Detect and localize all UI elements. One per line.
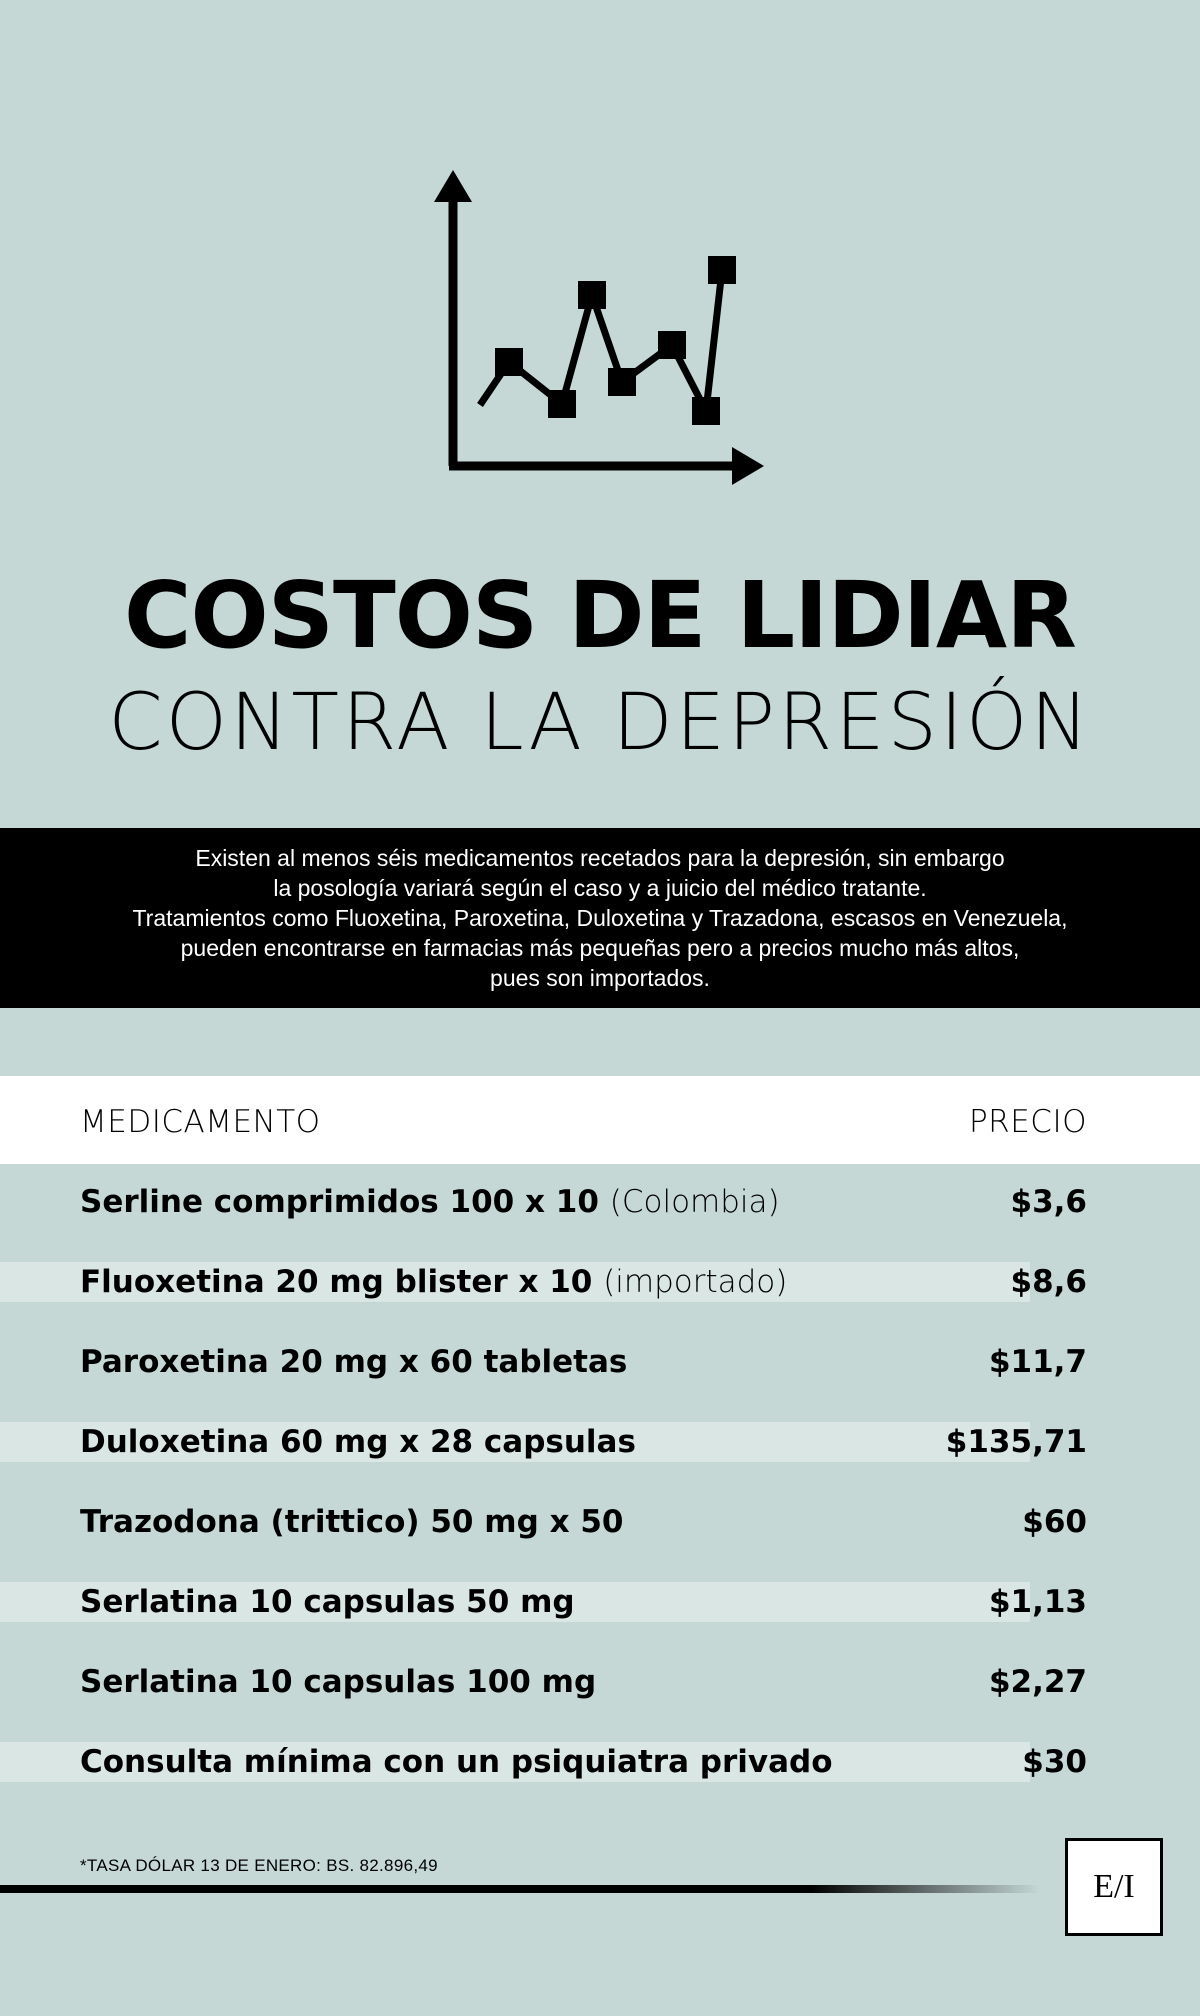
table-row: Serlatina 10 capsulas 50 mg $1,13 [0,1582,1200,1622]
medication-price: $8,6 [1010,1264,1088,1300]
medication-name: Paroxetina 20 mg x 60 tabletas [80,1344,628,1380]
medication-origin: (importado) [603,1264,788,1300]
brand-logo: E/I [1065,1838,1163,1936]
medication-name: Trazodona (trittico) 50 mg x 50 [80,1504,624,1540]
row-stripe [0,1262,1030,1302]
medication-name: Fluoxetina 20 mg blister x 10 (importado… [80,1264,788,1300]
intro-band: Existen al menos séis medicamentos recet… [0,828,1200,1008]
table-row: Duloxetina 60 mg x 28 capsulas $135,71 [0,1422,1200,1462]
column-header-precio: PRECIO [968,1104,1087,1140]
table-row: Serline comprimidos 100 x 10 (Colombia) … [0,1182,1200,1222]
medication-name: Serline comprimidos 100 x 10 (Colombia) [80,1184,780,1220]
intro-line: pues son importados. [490,965,710,991]
medication-price: $2,27 [988,1664,1087,1700]
table-row: Trazodona (trittico) 50 mg x 50 $60 [0,1502,1200,1542]
exchange-rate-footnote: *TASA DÓLAR 13 DE ENERO: BS. 82.896,49 [80,1856,438,1875]
medication-name: Serlatina 10 capsulas 100 mg [80,1664,597,1700]
table-row: Consulta mínima con un psiquiatra privad… [0,1742,1200,1782]
line-chart-icon [420,160,780,500]
medication-price: $30 [1022,1744,1087,1780]
table-row: Serlatina 10 capsulas 100 mg $2,27 [0,1662,1200,1702]
footer-divider [0,1885,1040,1893]
page-title: COSTOS DE LIDIAR [124,562,1077,669]
intro-line: Existen al menos séis medicamentos recet… [195,845,1005,871]
table-header: MEDICAMENTO PRECIO [0,1076,1200,1164]
intro-line: pueden encontrarse en farmacias más pequ… [180,935,1020,961]
intro-line: Tratamientos como Fluoxetina, Paroxetina… [132,905,1068,931]
row-stripe [0,1742,1030,1782]
page-subtitle: CONTRA LA DEPRESIÓN [108,678,1092,768]
row-stripe [0,1582,1030,1622]
medication-origin: (Colombia) [609,1184,780,1220]
medication-price: $135,71 [945,1424,1087,1460]
medication-price: $1,13 [988,1584,1087,1620]
medication-name: Serlatina 10 capsulas 50 mg [80,1584,575,1620]
row-stripe [0,1422,1030,1462]
medication-name: Duloxetina 60 mg x 28 capsulas [80,1424,636,1460]
medication-price: $3,6 [1010,1184,1088,1220]
medication-price: $60 [1022,1504,1087,1540]
column-header-medicamento: MEDICAMENTO [80,1104,321,1140]
line-chart-icon-graphic [434,170,764,485]
medication-name: Consulta mínima con un psiquiatra privad… [80,1744,833,1780]
table-row: Paroxetina 20 mg x 60 tabletas $11,7 [0,1342,1200,1382]
medication-price: $11,7 [988,1344,1087,1380]
intro-line: la posología variará según el caso y a j… [273,875,927,901]
table-row: Fluoxetina 20 mg blister x 10 (importado… [0,1262,1200,1302]
